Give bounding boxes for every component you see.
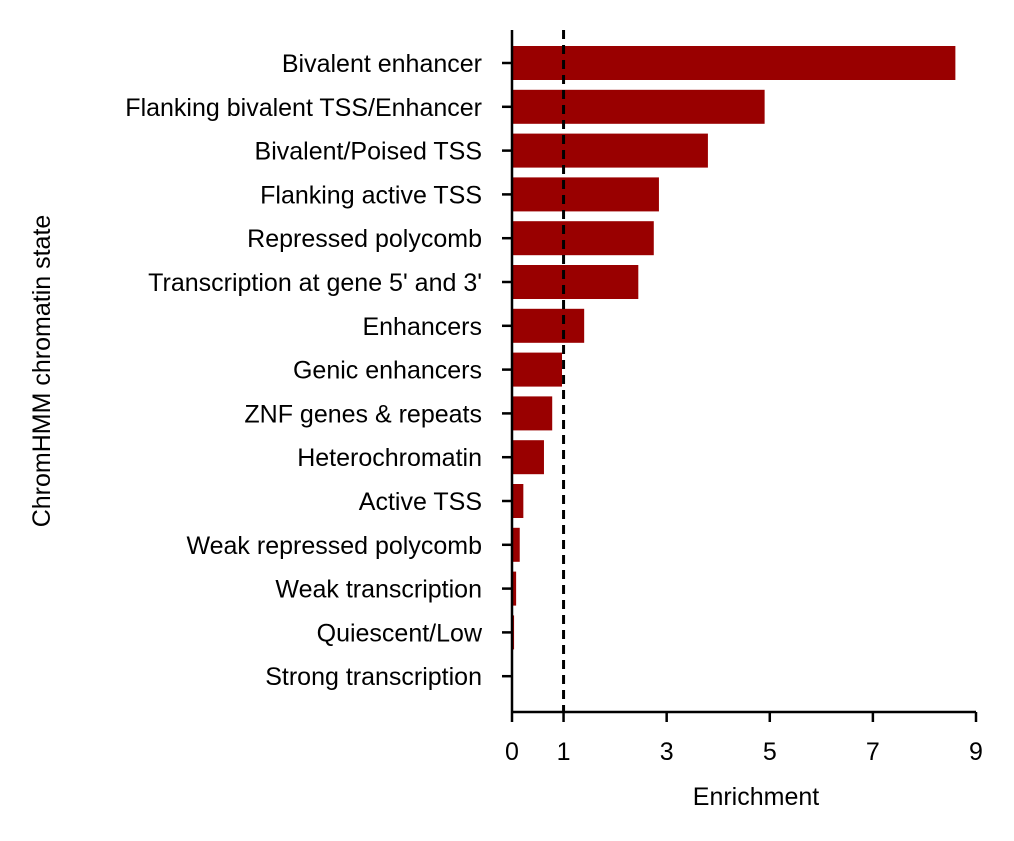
bar-genic-enhancers <box>512 352 563 387</box>
x-tick-label-5: 5 <box>763 738 777 766</box>
y-tick-label-weak-repressed-polycomb: Weak repressed polycomb <box>186 532 482 560</box>
bar-bivalent-enhancer <box>512 46 956 80</box>
bar-active-tss <box>512 484 524 518</box>
x-tick-label-3: 3 <box>660 738 674 766</box>
bar-weak-repressed-polycomb <box>512 527 520 562</box>
x-ticks-group: 0 1 3 5 7 9 <box>505 712 983 766</box>
bar-repressed-polycomb <box>512 221 654 256</box>
y-tick-label-active-tss: Active TSS <box>359 488 482 516</box>
y-tick-label-bivalent-poised-tss: Bivalent/Poised TSS <box>255 138 482 166</box>
x-tick-label-7: 7 <box>866 738 880 766</box>
y-tick-label-flanking-active-tss: Flanking active TSS <box>260 181 482 209</box>
x-tick-label-9: 9 <box>969 738 983 766</box>
y-tick-label-bivalent-enhancer: Bivalent enhancer <box>282 50 482 78</box>
y-tick-label-heterochromatin: Heterochromatin <box>297 444 482 472</box>
y-tick-label-weak-transcription: Weak transcription <box>275 576 482 604</box>
bars-group <box>512 46 956 694</box>
bar-znf-genes-repeats <box>512 396 553 431</box>
y-tick-label-genic-enhancers: Genic enhancers <box>293 357 482 385</box>
y-tick-label-strong-transcription: Strong transcription <box>265 663 482 691</box>
bar-flanking-active-tss <box>512 177 659 212</box>
bar-transcription-at-gene-5-and-3 <box>512 265 639 299</box>
y-tick-label-flanking-bivalent-tss-enhancer: Flanking bivalent TSS/Enhancer <box>125 94 482 122</box>
x-tick-label-0: 0 <box>505 738 519 766</box>
y-tick-label-repressed-polycomb: Repressed polycomb <box>247 225 482 253</box>
y-tick-label-transcription-at-gene-5-and-3: Transcription at gene 5' and 3' <box>148 269 482 297</box>
y-tick-label-quiescent-low: Quiescent/Low <box>317 619 483 647</box>
category-labels-group: Bivalent enhancer Flanking bivalent TSS/E… <box>125 50 483 691</box>
x-axis-title: Enrichment <box>693 783 819 811</box>
bar-bivalent-poised-tss <box>512 133 708 168</box>
bar-flanking-bivalent-tss-enhancer <box>512 89 765 124</box>
x-tick-label-1: 1 <box>557 738 571 766</box>
bar-enhancers <box>512 308 585 343</box>
y-axis-title: ChromHMM chromatin state <box>28 215 56 528</box>
bar-heterochromatin <box>512 440 544 475</box>
category-ticks-group <box>502 61 512 678</box>
bar-weak-transcription <box>512 571 517 606</box>
y-tick-label-znf-genes-repeats: ZNF genes & repeats <box>244 400 482 428</box>
y-tick-label-enhancers: Enhancers <box>362 313 482 341</box>
